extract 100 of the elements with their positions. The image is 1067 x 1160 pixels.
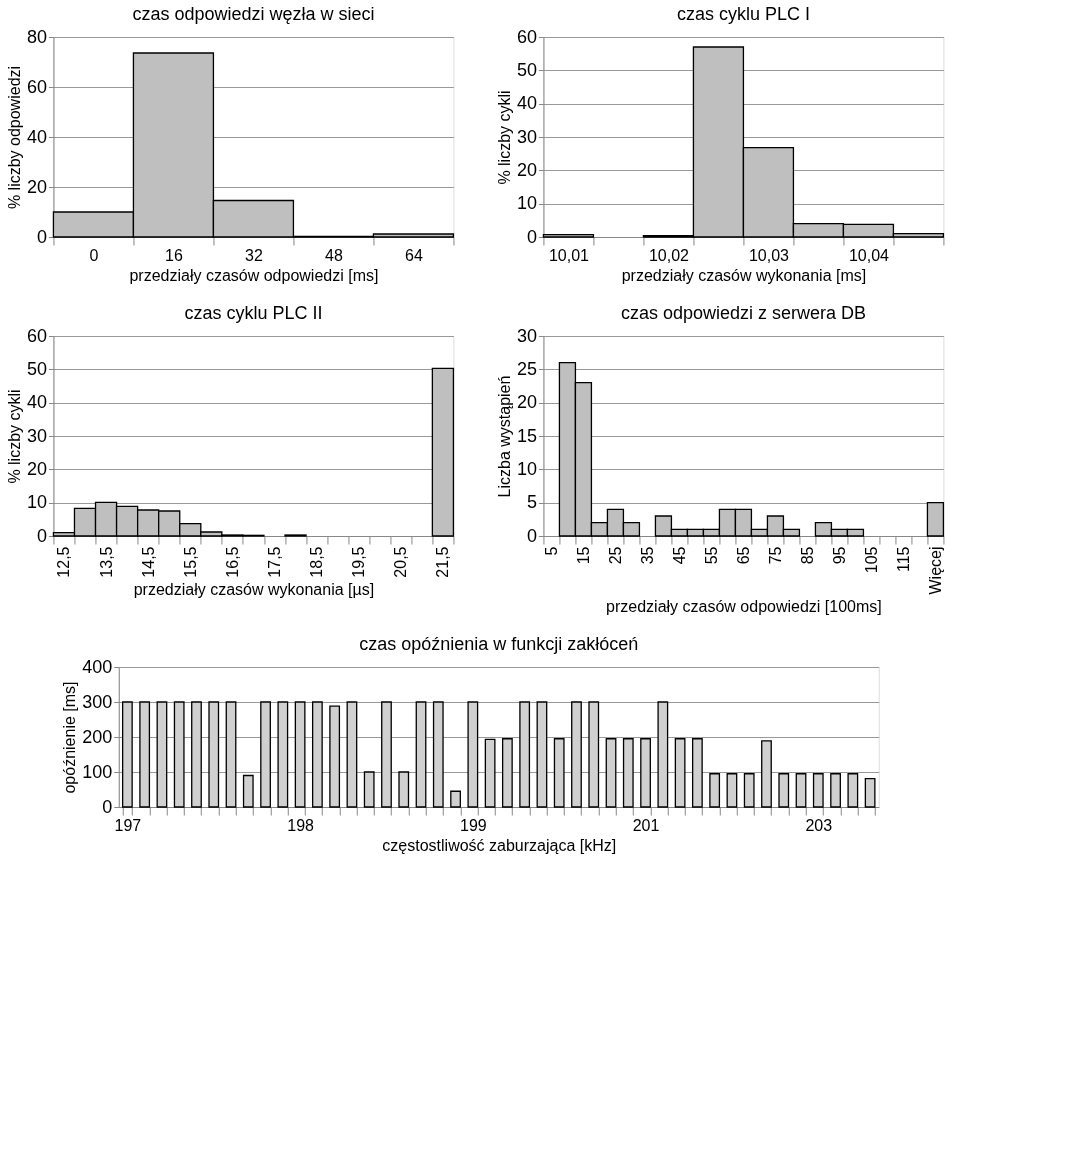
- y-tick-label: 40: [26, 392, 47, 413]
- y-tick-label: 30: [516, 325, 537, 346]
- y-tick-label: 30: [516, 126, 537, 147]
- x-tick-label: 55: [702, 546, 720, 565]
- bar: [795, 773, 807, 808]
- x-tick-label: 18,5: [308, 546, 326, 578]
- bar: [121, 701, 133, 808]
- y-axis-title: % liczby cykli: [495, 90, 513, 185]
- chart-title: czas odpowiedzi węzła w sieci: [132, 4, 375, 24]
- bar: [467, 701, 479, 808]
- bar: [709, 773, 721, 808]
- x-axis-title: przedziały czasów wykonania [µs]: [133, 580, 375, 598]
- bar: [139, 701, 151, 808]
- x-tick-label: 10,03: [748, 246, 790, 264]
- bar: [640, 738, 651, 808]
- x-tick-label: 16: [165, 246, 183, 264]
- y-tick-label: 0: [36, 226, 47, 247]
- bar: [536, 701, 548, 808]
- y-tick-label: 0: [102, 796, 113, 817]
- bar: [450, 790, 461, 808]
- x-tick-label: 10,01: [548, 246, 590, 264]
- y-tick-label: 25: [516, 358, 537, 379]
- bar: [311, 701, 323, 808]
- y-axis-title: opóźnienie [ms]: [61, 681, 79, 794]
- y-tick-label: 200: [82, 726, 113, 747]
- y-axis-title: % liczby odpowiedzi: [5, 65, 23, 210]
- x-tick-label: 25: [606, 546, 624, 565]
- y-tick-label: 50: [516, 59, 537, 80]
- y-tick-label: 10: [516, 458, 537, 479]
- y-tick-label: 300: [82, 691, 113, 712]
- bar: [743, 773, 755, 808]
- x-tick-label: 10,04: [848, 246, 890, 264]
- x-tick-label: 35: [638, 546, 656, 565]
- y-tick-label: 20: [26, 176, 47, 197]
- x-axis-title: przedziały czasów wykonania [ms]: [621, 266, 867, 284]
- y-tick-label: 20: [516, 159, 537, 180]
- x-tick-label: 16,5: [223, 546, 241, 578]
- bar: [225, 701, 237, 808]
- bar: [432, 701, 444, 808]
- bar: [542, 234, 595, 238]
- bar: [761, 740, 772, 808]
- bar: [329, 705, 341, 808]
- y-tick-label: 0: [36, 525, 47, 546]
- chart-title: czas cyklu PLC I: [676, 4, 810, 24]
- x-tick-label: 199: [459, 816, 487, 834]
- x-tick-label: 21,5: [434, 546, 452, 578]
- y-axis-title: Liczba wystąpień: [495, 375, 513, 498]
- x-tick-label: 5: [542, 546, 560, 556]
- y-tick-label: 5: [526, 492, 537, 513]
- y-axis-title: % liczby cykli: [5, 389, 23, 484]
- x-tick-label: 64: [405, 246, 423, 264]
- x-tick-label: 13,5: [97, 546, 115, 578]
- bar: [864, 778, 876, 808]
- y-tick-label: 100: [82, 761, 113, 782]
- bar: [726, 773, 738, 808]
- bar: [778, 773, 790, 808]
- bar: [847, 773, 859, 808]
- y-tick-label: 10: [26, 492, 47, 513]
- bar: [191, 701, 202, 808]
- x-axis-title: przedziały czasów odpowiedzi [ms]: [129, 266, 379, 284]
- chart-title: czas odpowiedzi z serwera DB: [620, 303, 866, 323]
- y-tick-label: 80: [26, 26, 47, 47]
- y-tick-label: 60: [26, 325, 47, 346]
- x-tick-label: 85: [798, 546, 816, 565]
- bar: [691, 738, 703, 808]
- y-tick-label: 0: [526, 525, 537, 546]
- y-tick-label: 30: [26, 425, 47, 446]
- bar: [588, 701, 600, 808]
- chart-title: czas cyklu PLC II: [184, 303, 323, 323]
- bar: [346, 701, 358, 808]
- bar: [484, 738, 496, 808]
- y-tick-label: 20: [26, 458, 47, 479]
- bar: [363, 771, 375, 808]
- x-tick-label: 15: [574, 546, 592, 565]
- x-tick-label: 197: [114, 816, 142, 834]
- y-tick-label: 40: [516, 93, 537, 114]
- x-tick-label: 17,5: [265, 546, 283, 578]
- bar: [501, 738, 513, 808]
- bar: [657, 701, 669, 808]
- x-tick-label: 19,5: [350, 546, 368, 578]
- x-tick-label: 15,5: [181, 546, 199, 578]
- y-tick-label: 0: [526, 226, 537, 247]
- y-tick-label: 15: [516, 425, 537, 446]
- chart-title: czas opóźnienia w funkcji zakłóceń: [359, 634, 639, 654]
- bar: [605, 738, 617, 808]
- y-tick-label: 60: [516, 26, 537, 47]
- bar: [926, 502, 945, 537]
- x-tick-label: 105: [862, 546, 880, 574]
- x-tick-label: 203: [805, 816, 833, 834]
- x-axis-title: przedziały czasów odpowiedzi [100ms]: [606, 597, 882, 615]
- x-tick-label: 201: [632, 816, 660, 834]
- y-tick-label: 400: [82, 656, 113, 677]
- x-tick-label: 65: [734, 546, 752, 565]
- bar: [173, 701, 185, 808]
- bar: [830, 773, 841, 808]
- bar: [277, 701, 289, 808]
- y-tick-label: 60: [26, 76, 47, 97]
- bar: [398, 771, 410, 808]
- y-tick-label: 40: [26, 126, 47, 147]
- x-tick-label: 198: [287, 816, 315, 834]
